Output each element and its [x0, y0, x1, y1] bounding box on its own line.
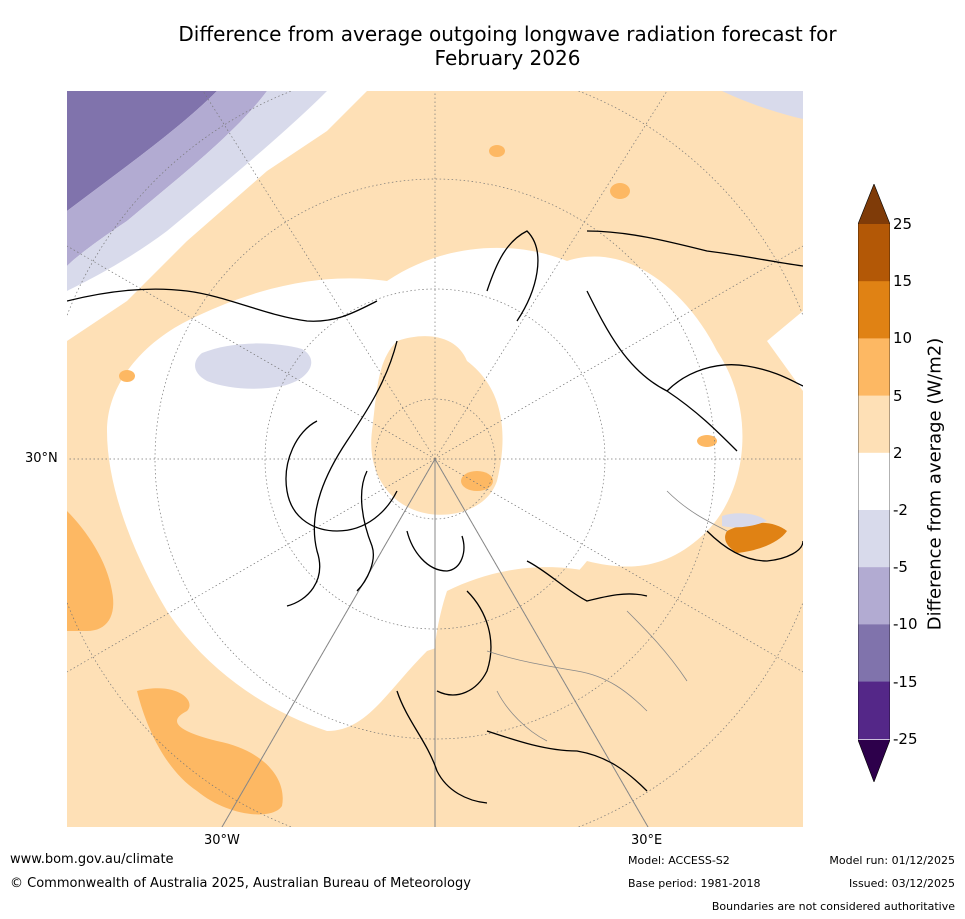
colorbar-tick-label: -5 — [893, 558, 908, 577]
anomaly-spot-2 — [610, 183, 630, 199]
footer-disclaimer: Boundaries are not considered authoritat… — [711, 900, 955, 913]
colorbar-tick-label: -2 — [893, 501, 908, 519]
colorbar-tick-label: 2 — [893, 443, 903, 462]
anomaly-region-minus2-5-ne — [722, 91, 803, 119]
colorbar-segment — [858, 281, 890, 339]
anomaly-region-minus2-5-canada — [195, 343, 312, 389]
colorbar-segment — [858, 567, 890, 625]
colorbar-tick-label: -15 — [893, 672, 918, 691]
anomaly-region-2-5-arctic — [371, 336, 503, 515]
borders — [486, 490, 728, 742]
colorbar-title: Difference from average (W/m2) — [924, 337, 946, 631]
colorbar-tick-label: 5 — [893, 386, 903, 405]
title-line-1: Difference from average outgoing longwav… — [178, 22, 837, 46]
colorbar-extend-bottom — [858, 740, 890, 782]
colorbar-tick-label: 10 — [893, 329, 913, 348]
colorbar-segment — [858, 681, 890, 740]
footer-url[interactable]: www.bom.gov.au/climate — [10, 852, 174, 867]
anomaly-region-minus2-5 — [67, 91, 327, 291]
footer-issued: Issued: 03/12/2025 — [848, 877, 955, 890]
anomaly-region-5-10-atlantic — [67, 511, 114, 631]
colorbar-segment — [858, 224, 890, 282]
colorbar-segment — [858, 452, 890, 511]
colorbar-tick-label: 15 — [893, 272, 913, 291]
colorbar-extend-top — [858, 184, 890, 224]
title-line-2: February 2026 — [434, 46, 581, 70]
anomaly-spot-5 — [697, 435, 717, 447]
anomaly-region-minus10-15 — [67, 91, 217, 211]
colorbar — [858, 184, 890, 782]
colorbar-tick-label: -25 — [893, 729, 918, 748]
anomaly-region-east-asia — [725, 522, 787, 553]
lat-label-30n: 30°N — [25, 451, 58, 466]
colorbar-segment — [858, 624, 890, 683]
polar-map[interactable] — [67, 91, 803, 827]
footer-model: Model: ACCESS-S2 — [628, 854, 730, 867]
anomaly-spot-1 — [489, 145, 505, 157]
lon-label-30e: 30°E — [631, 833, 663, 848]
colorbar-segment — [858, 395, 890, 454]
map-canvas — [67, 91, 803, 827]
chart-title: Difference from average outgoing longwav… — [90, 22, 925, 70]
anomaly-region-2-5-europe — [432, 567, 711, 811]
colorbar-tick-label: 25 — [893, 215, 913, 233]
anomaly-region-5-10-south-atlantic — [137, 688, 283, 815]
anomaly-region-minus5-10 — [67, 91, 267, 266]
colorbar-tick-label: -10 — [893, 615, 918, 634]
anomaly-spot-4 — [461, 471, 493, 491]
colorbar-segment — [858, 510, 890, 568]
footer-copyright: © Commonwealth of Australia 2025, Austra… — [10, 876, 471, 891]
lon-label-30w: 30°W — [204, 833, 240, 848]
footer-base-period: Base period: 1981-2018 — [628, 877, 761, 890]
footer-model-run: Model run: 01/12/2025 — [829, 854, 955, 867]
colorbar-segment — [858, 338, 890, 397]
coastlines — [67, 230, 803, 804]
anomaly-spot-3 — [119, 370, 135, 382]
anomaly-region-east-asia-lilac — [722, 513, 767, 528]
